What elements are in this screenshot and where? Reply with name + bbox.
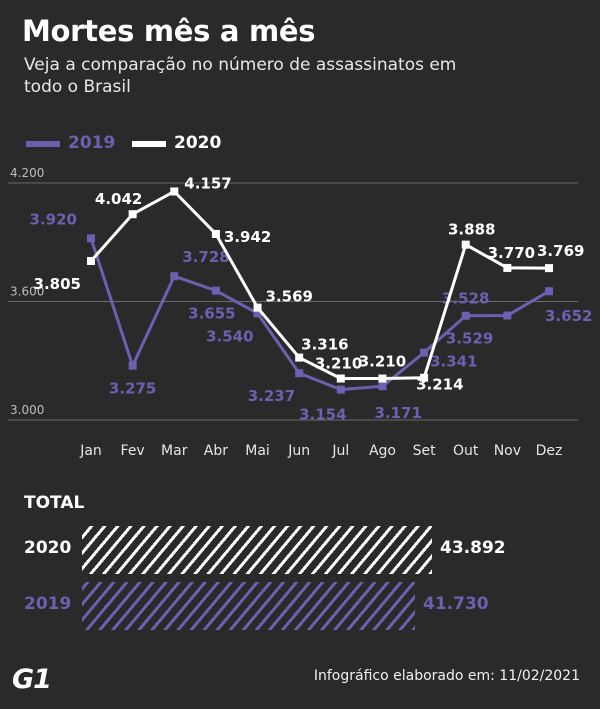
- data-label-2019: 3.341: [430, 353, 477, 371]
- data-point-2019: [420, 348, 429, 357]
- x-tick-label-dez: Dez: [536, 443, 563, 459]
- data-label-2020: 3.770: [488, 244, 535, 262]
- data-point-2020: [461, 240, 470, 249]
- totals-title: TOTAL: [24, 493, 85, 513]
- x-tick-label-jun: Jun: [287, 443, 310, 459]
- total-bar-2019: [82, 582, 415, 630]
- data-label-2020: 3.210: [359, 353, 406, 371]
- legend-swatch-2020: [132, 141, 166, 147]
- data-point-2020: [503, 263, 512, 272]
- data-point-2019: [295, 369, 304, 378]
- legend-label-2020: 2020: [174, 133, 222, 153]
- data-point-2019: [461, 311, 470, 320]
- x-tick-label-fev: Fev: [121, 443, 145, 459]
- data-label-2019: 3.540: [206, 327, 253, 345]
- data-label-2019: 3.171: [374, 404, 421, 422]
- data-point-2020: [87, 257, 95, 266]
- y-tick-label: 3.600: [10, 285, 44, 299]
- data-label-2020: 3.942: [224, 228, 271, 246]
- y-tick-label: 3.000: [10, 403, 44, 417]
- data-point-2019: [128, 361, 137, 370]
- g1-logo: G1: [12, 664, 52, 695]
- total-value-label: 43.892: [440, 538, 506, 558]
- legend-swatch-2019: [26, 141, 60, 147]
- x-tick-label-ago: Ago: [369, 443, 396, 459]
- data-point-2019: [545, 287, 553, 296]
- data-label-2020: 3.569: [266, 288, 313, 306]
- data-label-2019: 3.275: [109, 380, 156, 398]
- data-point-2019: [378, 382, 387, 391]
- data-point-2020: [378, 374, 387, 383]
- total-row-2020: 2020 43.892: [0, 526, 600, 574]
- data-label-2019: 3.920: [30, 210, 77, 228]
- total-year-label: 2019: [24, 594, 72, 614]
- footer-note: Infográfico elaborado em: 11/02/2021: [313, 668, 580, 684]
- total-row-2019: 2019 41.730: [0, 582, 600, 630]
- data-label-2020: 3.769: [537, 242, 584, 260]
- legend-label-2019: 2019: [68, 133, 116, 153]
- data-point-2020: [253, 303, 262, 312]
- data-point-2020: [420, 373, 429, 382]
- data-point-2019: [253, 309, 262, 318]
- x-tick-label-out: Out: [453, 443, 479, 459]
- data-label-2019: 3.652: [545, 307, 592, 325]
- page-title: Mortes mês a mês: [22, 14, 316, 48]
- data-label-2019: 3.154: [299, 406, 346, 424]
- total-value-label: 41.730: [423, 594, 489, 614]
- data-label-2019: 3.237: [248, 387, 295, 405]
- data-label-2020: 3.214: [416, 376, 463, 394]
- x-tick-label-nov: Nov: [494, 443, 521, 459]
- line-chart: 4.200 3.600 3.000 Jan Fev Mar Abr Mai Jun Jul Ago S…: [8, 166, 592, 459]
- data-label-2020: 3.316: [301, 336, 348, 354]
- x-tick-label-mai: Mai: [245, 443, 270, 459]
- data-label-2019: 3.655: [188, 305, 235, 323]
- data-label-2020: 4.157: [184, 174, 231, 192]
- page-subtitle: Veja a comparação no número de assassina…: [24, 55, 457, 97]
- data-label-2019: 3.529: [446, 330, 493, 348]
- data-label-2020: 3.210: [315, 355, 362, 373]
- series-line-2020: [89, 189, 550, 381]
- series-line-2019: [89, 237, 550, 392]
- data-label-2020: 4.042: [95, 190, 142, 208]
- total-year-label: 2020: [24, 538, 72, 558]
- data-point-2019: [211, 286, 220, 295]
- data-label-2020: 3.888: [448, 221, 495, 239]
- data-point-2020: [295, 353, 304, 362]
- total-bar-2020: [82, 526, 432, 574]
- x-tick-label-set: Set: [413, 443, 437, 459]
- x-tick-label-jan: Jan: [79, 443, 102, 459]
- data-point-2020: [545, 264, 553, 273]
- y-tick-label: 4.200: [10, 166, 44, 180]
- data-point-2020: [170, 187, 179, 196]
- data-label-2020: 3.805: [34, 275, 81, 293]
- data-point-2019: [170, 272, 179, 281]
- data-label-2019: 3.528: [442, 290, 489, 308]
- data-point-2019: [336, 385, 345, 394]
- data-point-2019: [503, 311, 512, 320]
- data-point-2020: [336, 374, 345, 383]
- data-point-2019: [87, 234, 95, 243]
- x-tick-label-jul: Jul: [331, 443, 349, 459]
- x-tick-label-abr: Abr: [204, 443, 228, 459]
- x-tick-label-mar: Mar: [161, 443, 188, 459]
- data-point-2020: [211, 229, 220, 238]
- data-point-2020: [128, 210, 137, 219]
- data-label-2019: 3.728: [182, 248, 229, 266]
